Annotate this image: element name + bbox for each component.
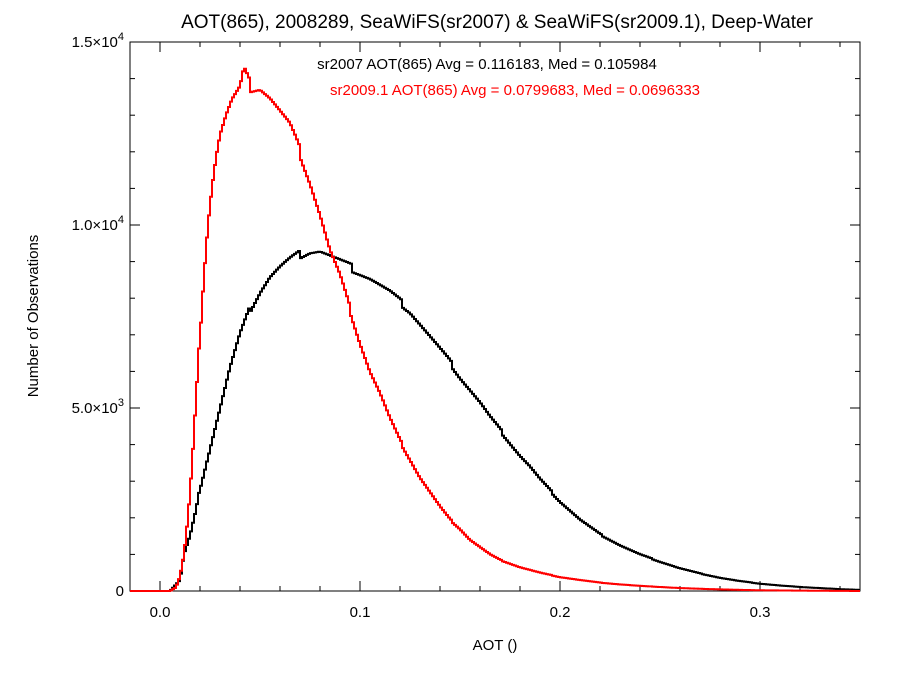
x-tick-label: 0.2 (550, 604, 571, 621)
y-tick-label: 1.0×104 (72, 214, 124, 234)
y-tick-mantissa: 1.0×10 (72, 217, 118, 234)
y-tick-label: 1.5×104 (72, 31, 124, 51)
y-tick-label: 5.0×103 (72, 397, 124, 417)
y-tick-mantissa: 1.5×10 (72, 34, 118, 51)
axis-ticks (130, 41, 860, 592)
x-axis-label: AOT () (473, 637, 518, 654)
series-layer (130, 67, 860, 592)
y-tick-exponent: 3 (118, 397, 124, 409)
x-tick-labels: 0.0 0.1 0.2 0.3 (150, 604, 771, 621)
plot-frame (129, 41, 861, 592)
annotation-sr2009: sr2009.1 AOT(865) Avg = 0.0799683, Med =… (330, 82, 700, 99)
series-sr2009-histogram (130, 67, 860, 592)
x-tick-label: 0.1 (350, 604, 371, 621)
y-axis-label: Number of Observations (25, 235, 42, 398)
annotation-sr2007: sr2007 AOT(865) Avg = 0.116183, Med = 0.… (317, 56, 657, 73)
y-tick-exponent: 4 (118, 31, 124, 43)
y-tick-label: 0 (116, 583, 124, 600)
series-sr2007-histogram (130, 249, 860, 592)
y-tick-exponent: 4 (118, 214, 124, 226)
y-tick-mantissa: 5.0×10 (72, 400, 118, 417)
x-tick-label: 0.0 (150, 604, 171, 621)
chart-title: AOT(865), 2008289, SeaWiFS(sr2007) & Sea… (181, 12, 813, 33)
x-tick-label: 0.3 (750, 604, 771, 621)
